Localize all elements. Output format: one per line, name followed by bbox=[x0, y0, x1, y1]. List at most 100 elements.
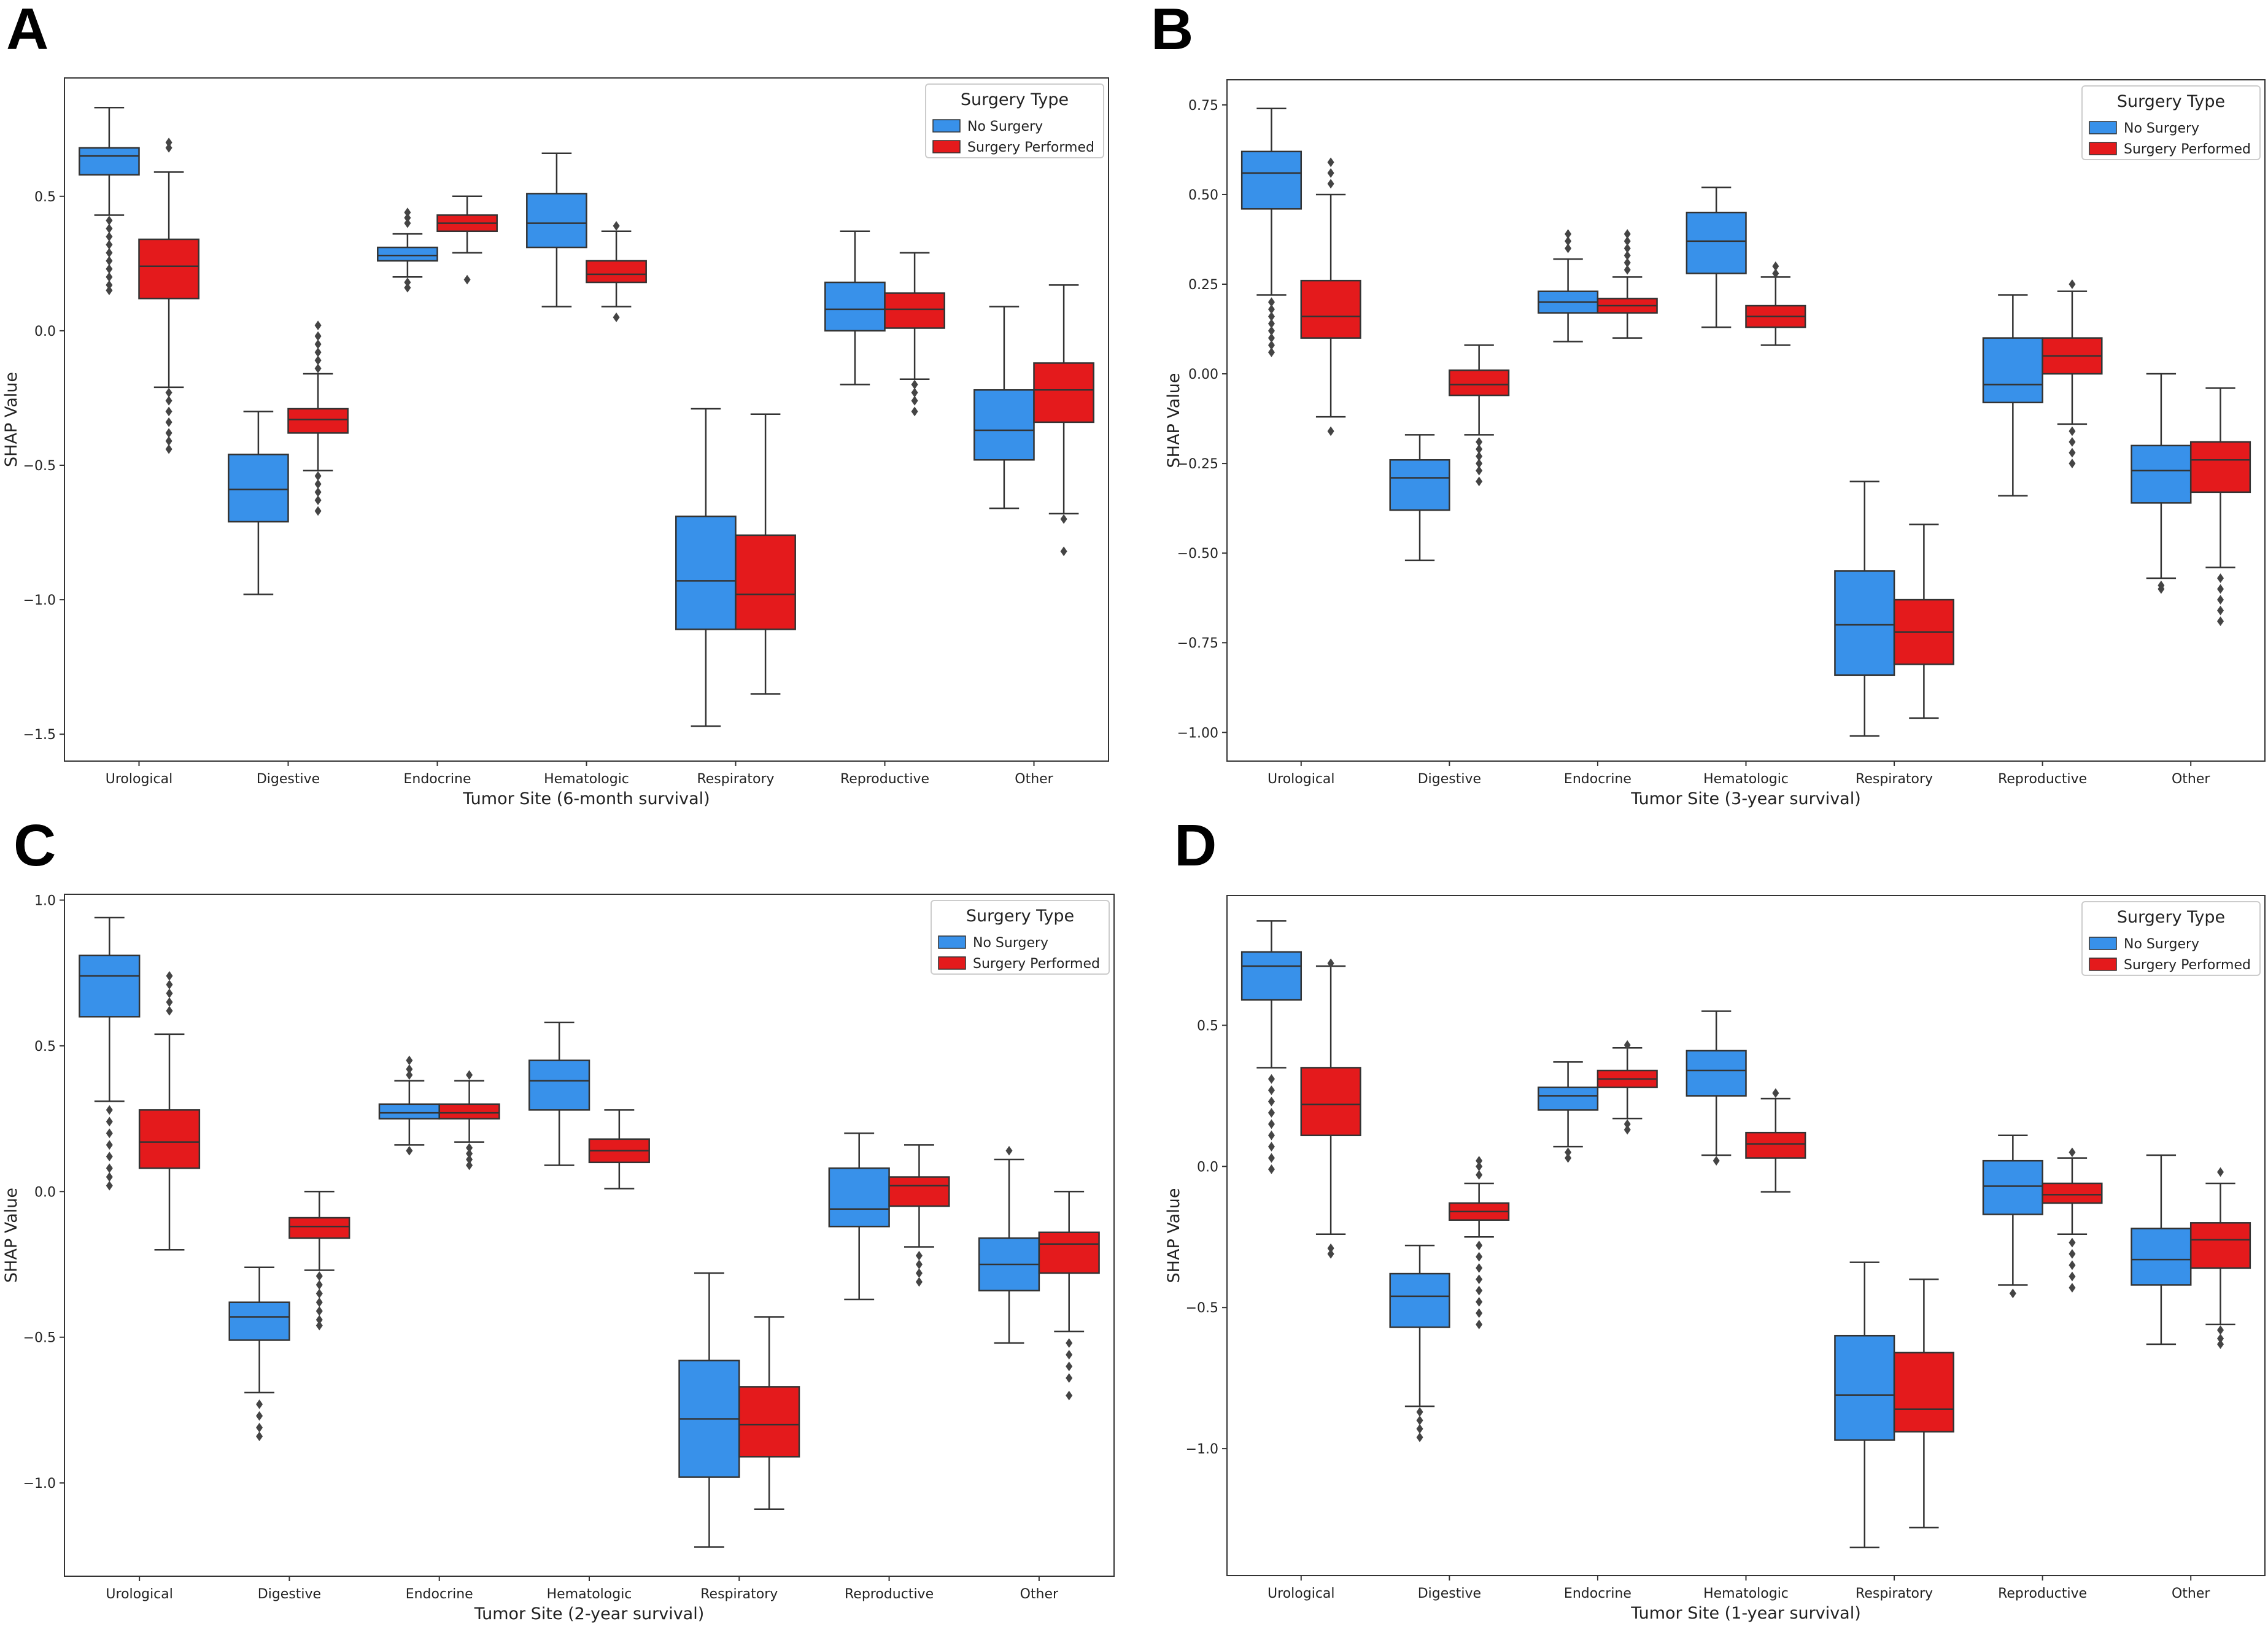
iqr-box bbox=[675, 515, 737, 630]
y-tick-label: −1.00 bbox=[1177, 726, 1218, 741]
legend-swatch-surgery-performed bbox=[2089, 958, 2117, 971]
iqr-box bbox=[2131, 444, 2192, 504]
flier-point bbox=[106, 223, 113, 234]
flier-point bbox=[1005, 1145, 1013, 1156]
y-tick-label: −0.25 bbox=[1177, 457, 1218, 472]
flier-point bbox=[1624, 265, 1631, 275]
flier-point bbox=[406, 1055, 413, 1066]
iqr-box bbox=[1240, 150, 1302, 210]
flier-point bbox=[165, 387, 172, 398]
flier-point bbox=[1416, 1424, 1423, 1434]
flier-point bbox=[314, 339, 322, 349]
y-tick-label: 0.5 bbox=[1197, 1018, 1218, 1034]
x-tick-label-urological: Urological bbox=[1268, 1586, 1334, 1601]
y-tick-label: −0.5 bbox=[23, 1331, 56, 1346]
iqr-box bbox=[1449, 369, 1510, 397]
y-tick-label: 0.50 bbox=[1188, 188, 1218, 203]
x-axis-label: Tumor Site (2-year survival) bbox=[474, 1604, 705, 1623]
legend: Surgery Type No Surgery Surgery Performed bbox=[2081, 901, 2261, 976]
iqr-box bbox=[1389, 1272, 1450, 1328]
flier-point bbox=[1416, 1415, 1423, 1426]
legend-label-no-surgery: No Surgery bbox=[973, 935, 1048, 951]
x-axis-label: Tumor Site (3-year survival) bbox=[1630, 789, 1861, 808]
iqr-box bbox=[526, 193, 587, 249]
flier-point bbox=[166, 1006, 173, 1016]
x-tick-label-other: Other bbox=[1020, 1587, 1059, 1602]
flier-point bbox=[1066, 1361, 1073, 1372]
flier-point bbox=[2069, 447, 2076, 458]
flier-point bbox=[314, 355, 322, 365]
box-surgery-performed-hematologic bbox=[1745, 1088, 1806, 1193]
flier-point bbox=[1476, 1263, 1483, 1273]
x-tick-label-hematologic: Hematologic bbox=[547, 1587, 632, 1602]
flier-point bbox=[1327, 958, 1334, 969]
flier-point bbox=[315, 1306, 323, 1316]
box-surgery-performed-reproductive bbox=[888, 1144, 950, 1287]
x-tick-label-respiratory: Respiratory bbox=[697, 772, 774, 787]
flier-point bbox=[314, 331, 322, 341]
x-tick-label-digestive: Digestive bbox=[1418, 1586, 1481, 1601]
flier-point bbox=[314, 506, 322, 516]
box-surgery-performed-respiratory bbox=[1893, 524, 1954, 719]
y-axis-label: SHAP Value bbox=[2, 372, 21, 467]
box-no-surgery-other bbox=[978, 1145, 1040, 1344]
flier-point bbox=[2217, 1339, 2224, 1349]
flier-point bbox=[404, 218, 411, 228]
flier-point bbox=[106, 1180, 113, 1191]
legend-title: Surgery Type bbox=[2117, 908, 2225, 927]
iqr-box bbox=[1033, 362, 1094, 424]
flier-point bbox=[256, 1399, 263, 1409]
panel-c: C 1.0 0.5 0.0 −0.5 −1.0 SHAP Value Urological Di… bbox=[2, 813, 1115, 1623]
flier-point bbox=[1327, 1249, 1334, 1259]
x-tick-label-hematologic: Hematologic bbox=[544, 772, 629, 787]
flier-point bbox=[314, 495, 322, 505]
flier-point bbox=[165, 436, 172, 446]
flier-point bbox=[2069, 1147, 2076, 1158]
iqr-box bbox=[228, 1301, 290, 1341]
x-tick-label-other: Other bbox=[2172, 772, 2210, 787]
flier-point bbox=[2217, 1325, 2224, 1335]
panel-d: D 0.5 0.0 −0.5 −1.0 SHAP Value Urological Diges… bbox=[1164, 813, 2266, 1623]
flier-point bbox=[166, 980, 173, 990]
flier-point bbox=[1476, 1240, 1483, 1250]
flier-point bbox=[106, 256, 113, 266]
flier-point bbox=[256, 1422, 263, 1433]
flier-point bbox=[314, 363, 322, 374]
iqr-box bbox=[1686, 211, 1747, 274]
legend: Surgery Type No Surgery Surgery Performed bbox=[925, 83, 1104, 158]
x-tick-label-reproductive: Reproductive bbox=[845, 1587, 934, 1602]
plot-frame bbox=[1226, 79, 2266, 762]
flier-point bbox=[1327, 168, 1334, 178]
flier-point bbox=[1268, 1096, 1275, 1107]
iqr-box bbox=[1300, 1067, 1361, 1137]
legend-swatch-no-surgery bbox=[938, 935, 966, 949]
x-tick-label-respiratory: Respiratory bbox=[1856, 772, 1933, 787]
flier-point bbox=[315, 1297, 323, 1307]
y-tick-label: 0.0 bbox=[34, 1185, 56, 1200]
flier-point bbox=[2069, 459, 2076, 468]
iqr-box bbox=[138, 238, 199, 300]
flier-point bbox=[315, 1288, 323, 1299]
flier-point bbox=[106, 1151, 113, 1162]
flier-point bbox=[2069, 1237, 2076, 1248]
flier-point bbox=[256, 1431, 263, 1441]
box-no-surgery-digestive bbox=[228, 411, 289, 595]
iqr-box bbox=[586, 260, 647, 284]
flier-point bbox=[1066, 1350, 1073, 1360]
flier-point bbox=[1060, 514, 1067, 524]
legend-label-no-surgery: No Surgery bbox=[2124, 121, 2199, 136]
box-no-surgery-digestive bbox=[228, 1266, 290, 1441]
legend-title: Surgery Type bbox=[961, 90, 1069, 109]
x-tick-label-other: Other bbox=[2172, 1586, 2210, 1601]
box-no-surgery-other bbox=[2131, 373, 2192, 594]
legend-label-surgery-performed: Surgery Performed bbox=[967, 140, 1094, 155]
legend-title: Surgery Type bbox=[2117, 92, 2225, 111]
x-tick-label-digestive: Digestive bbox=[258, 1587, 321, 1602]
iqr-box bbox=[828, 1167, 890, 1228]
box-surgery-performed-endocrine bbox=[436, 195, 498, 285]
panel-letter: C bbox=[14, 813, 56, 878]
box-no-surgery-respiratory bbox=[1834, 481, 1895, 737]
flier-point bbox=[315, 1271, 323, 1281]
x-tick-label-other: Other bbox=[1015, 772, 1053, 787]
